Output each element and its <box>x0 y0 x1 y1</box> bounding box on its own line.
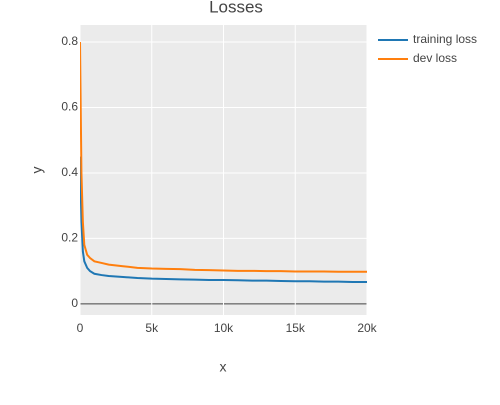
line-series <box>80 156 367 283</box>
chart-title: Losses <box>209 0 263 16</box>
y-axis-title: y <box>29 167 45 174</box>
y-tick-label: 0.2 <box>61 231 78 245</box>
legend-label: dev loss <box>413 51 457 65</box>
x-tick-label: 15k <box>286 321 306 335</box>
y-tick-label: 0.4 <box>61 165 78 179</box>
x-tick-label: 10k <box>214 321 234 335</box>
x-tick-label: 0 <box>77 321 84 335</box>
x-tick-label: 20k <box>357 321 377 335</box>
x-axis-title: x <box>220 359 227 375</box>
line-series <box>80 42 367 273</box>
y-tick-label: 0 <box>71 296 78 310</box>
x-tick-label: 5k <box>145 321 159 335</box>
y-tick-label: 0.6 <box>61 100 78 114</box>
legend-label: training loss <box>413 32 477 46</box>
y-tick-label: 0.8 <box>61 34 78 48</box>
